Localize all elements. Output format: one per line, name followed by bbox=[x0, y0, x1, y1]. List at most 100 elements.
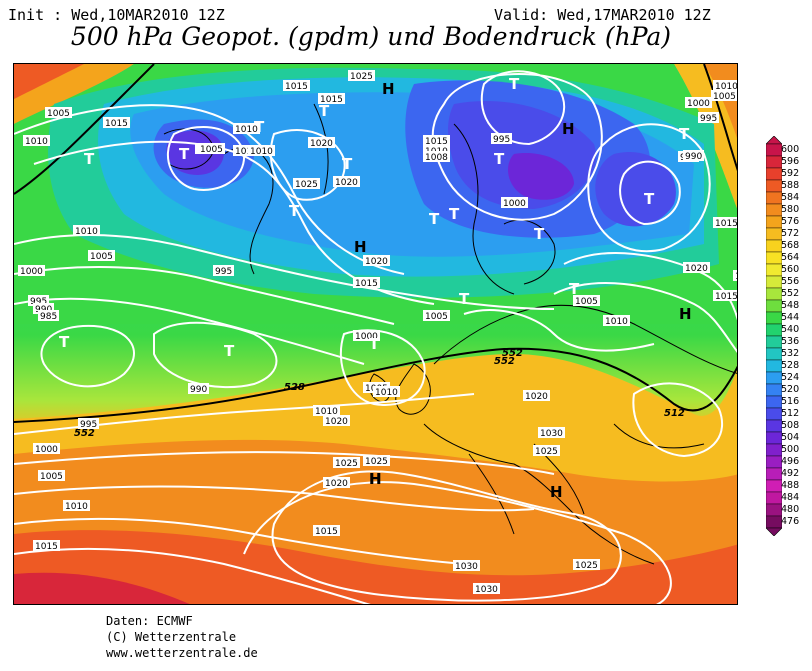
svg-text:1010: 1010 bbox=[25, 137, 48, 147]
svg-text:1010: 1010 bbox=[65, 502, 88, 512]
isobar-label: 1025 bbox=[293, 178, 320, 190]
svg-text:995: 995 bbox=[30, 297, 47, 307]
isobar-label: 1020 bbox=[308, 137, 335, 149]
colorbar-swatch bbox=[765, 467, 783, 481]
svg-text:1015: 1015 bbox=[715, 219, 738, 229]
colorbar-swatch bbox=[765, 359, 783, 373]
svg-text:1010: 1010 bbox=[315, 407, 338, 417]
colorbar-label: 556 bbox=[781, 276, 800, 287]
svg-text:1020: 1020 bbox=[310, 139, 333, 149]
isobar-label: 1020 bbox=[323, 477, 350, 489]
svg-text:1005: 1005 bbox=[47, 109, 70, 119]
high-pressure-marker: H bbox=[369, 470, 382, 488]
isobar-label: 1015 bbox=[318, 93, 345, 105]
svg-text:1000: 1000 bbox=[355, 332, 378, 342]
low-pressure-marker: T bbox=[509, 75, 520, 93]
colorbar-swatch bbox=[765, 335, 783, 349]
isobar-label: 1015 bbox=[733, 270, 738, 282]
isobar-label: 1025 bbox=[363, 455, 390, 467]
svg-text:1005: 1005 bbox=[575, 297, 598, 307]
low-pressure-marker: T bbox=[459, 290, 470, 308]
isobar-label: 1020 bbox=[323, 415, 350, 427]
svg-text:1000: 1000 bbox=[20, 267, 43, 277]
isobar-label: 1010 bbox=[248, 145, 275, 157]
isobar-label: 1005 bbox=[711, 90, 737, 102]
colorbar-swatch bbox=[765, 479, 783, 493]
isobar-label: 1010 bbox=[73, 225, 100, 237]
high-pressure-marker: H bbox=[562, 120, 575, 138]
valid-time-label: Valid: Wed,17MAR2010 12Z bbox=[494, 6, 711, 24]
low-pressure-marker: T bbox=[254, 118, 265, 136]
colorbar-label: 572 bbox=[781, 228, 800, 239]
colorbar-swatch bbox=[765, 203, 783, 217]
colorbar-swatch bbox=[765, 491, 783, 505]
isobar-label: 1000 bbox=[18, 265, 45, 277]
isobar-label: 1015 bbox=[313, 525, 340, 537]
isobar-label: 1030 bbox=[453, 560, 480, 572]
colorbar-label: 560 bbox=[781, 264, 800, 275]
svg-text:1015: 1015 bbox=[425, 137, 448, 147]
colorbar-swatch bbox=[765, 407, 783, 421]
high-pressure-marker: H bbox=[354, 238, 367, 256]
isobar-label: 1005 bbox=[423, 310, 450, 322]
svg-text:1015: 1015 bbox=[315, 527, 338, 537]
colorbar-swatch bbox=[765, 383, 783, 397]
isobar-label: 1020 bbox=[333, 176, 360, 188]
colorbar-swatch bbox=[765, 371, 783, 385]
svg-text:1010: 1010 bbox=[235, 125, 258, 135]
svg-text:995: 995 bbox=[80, 420, 97, 430]
svg-text:1015: 1015 bbox=[715, 292, 738, 302]
colorbar-label: 528 bbox=[781, 360, 800, 371]
colorbar-label: 488 bbox=[781, 480, 800, 491]
svg-text:995: 995 bbox=[493, 135, 510, 145]
colorbar-label: 580 bbox=[781, 204, 800, 215]
colorbar-label: 592 bbox=[781, 168, 800, 179]
colorbar-swatch bbox=[765, 251, 783, 265]
colorbar-label: 596 bbox=[781, 156, 800, 167]
credit-data-source: Daten: ECMWF bbox=[106, 614, 193, 628]
svg-text:990: 990 bbox=[685, 152, 702, 162]
isobar-label: 995 bbox=[78, 418, 99, 430]
isobar-label: 1008 bbox=[423, 151, 450, 163]
svg-text:1020: 1020 bbox=[325, 417, 348, 427]
colorbar-label: 588 bbox=[781, 180, 800, 191]
svg-text:1025: 1025 bbox=[335, 459, 358, 469]
colorbar-label: 524 bbox=[781, 372, 800, 383]
isobar-label: 985 bbox=[38, 310, 59, 322]
high-pressure-marker: H bbox=[382, 80, 395, 98]
isobar-label: 1015 bbox=[423, 135, 450, 147]
svg-text:1030: 1030 bbox=[475, 585, 498, 595]
svg-text:1015: 1015 bbox=[735, 272, 738, 282]
svg-text:990: 990 bbox=[190, 385, 207, 395]
colorbar-label: 508 bbox=[781, 420, 800, 431]
svg-text:995: 995 bbox=[215, 267, 232, 277]
low-pressure-marker: T bbox=[679, 125, 690, 143]
colorbar-label: 504 bbox=[781, 432, 800, 443]
isobar-label: 1015 bbox=[713, 290, 738, 302]
svg-text:1020: 1020 bbox=[365, 257, 388, 267]
colorbar-swatch bbox=[765, 311, 783, 325]
isobar-label: 1010 bbox=[233, 123, 260, 135]
colorbar-swatch bbox=[765, 515, 783, 529]
low-pressure-marker: T bbox=[569, 280, 580, 298]
low-pressure-marker: T bbox=[534, 225, 545, 243]
isobar-label: 1025 bbox=[533, 445, 560, 457]
isobar-label: 995 bbox=[213, 265, 234, 277]
svg-text:1008: 1008 bbox=[425, 153, 448, 163]
isobar-label: 1000 bbox=[501, 197, 528, 209]
colorbar-label: 584 bbox=[781, 192, 800, 203]
high-pressure-marker: H bbox=[679, 305, 692, 323]
isobar-label: 1030 bbox=[473, 583, 500, 595]
colorbar-top-arrow bbox=[765, 135, 783, 145]
colorbar-label: 536 bbox=[781, 336, 800, 347]
svg-text:1005: 1005 bbox=[90, 252, 113, 262]
colorbar-label: 532 bbox=[781, 348, 800, 359]
geopotential-label: 552 bbox=[502, 348, 523, 359]
isobar-label: 1000 bbox=[353, 330, 380, 342]
svg-text:1005: 1005 bbox=[425, 312, 448, 322]
colorbar-swatch bbox=[765, 455, 783, 469]
svg-text:1030: 1030 bbox=[455, 562, 478, 572]
isobar-labels: 1020101510151015101010101005101010101020… bbox=[18, 70, 738, 595]
isobar-label: 1010 bbox=[603, 315, 630, 327]
colorbar-swatch bbox=[765, 191, 783, 205]
